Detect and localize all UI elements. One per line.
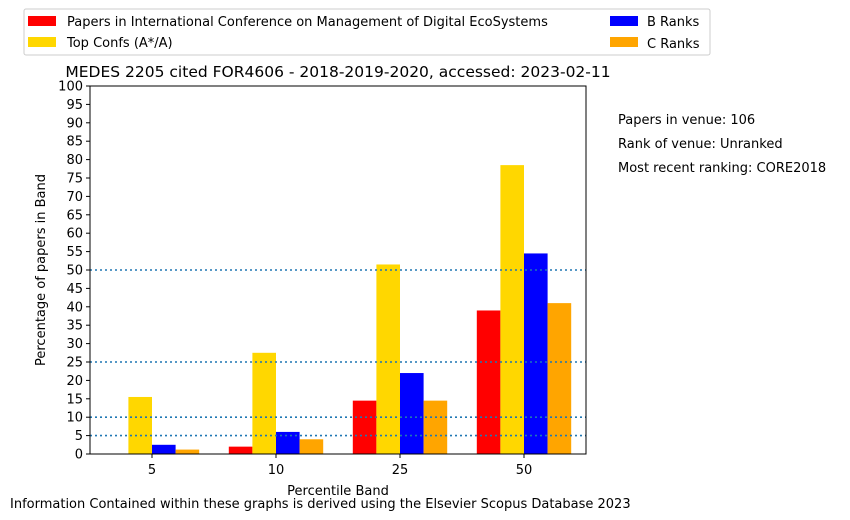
chart-title: MEDES 2205 cited FOR4606 - 2018-2019-202… <box>65 63 610 81</box>
legend-label-top: Top Confs (A*/A) <box>66 36 173 51</box>
y-tick-label: 85 <box>66 135 83 150</box>
legend-label-b: B Ranks <box>647 15 700 30</box>
y-tick-label: 0 <box>75 448 83 463</box>
x-axis-ticks: 5 10 25 50 <box>148 454 532 478</box>
y-tick-label: 80 <box>66 153 83 168</box>
y-axis-ticks: 0 5 10 15 20 25 30 35 40 45 50 55 60 65 70 75 80 85 90 95 10… <box>58 80 90 463</box>
y-tick-label: 25 <box>66 356 83 371</box>
legend-swatch-orange <box>610 37 638 47</box>
y-tick-label: 95 <box>66 98 83 113</box>
legend-label-venue: Papers in International Conference on Ma… <box>67 15 548 30</box>
legend-swatch-yellow <box>28 37 56 47</box>
bar-series0-cat-25 <box>352 400 377 454</box>
y-axis-label: Percentage of papers in Band <box>34 174 49 366</box>
y-tick-label: 40 <box>66 300 83 315</box>
legend: Papers in International Conference on Ma… <box>23 8 711 56</box>
bar-series3-cat-10 <box>299 439 324 454</box>
y-tick-label: 75 <box>66 172 83 187</box>
bar-series0-cat-10 <box>228 446 253 454</box>
y-tick-label: 30 <box>66 337 83 352</box>
note-papers-in-venue: Papers in venue: 106 <box>618 113 755 128</box>
legend-swatch-blue <box>610 16 638 26</box>
y-tick-label: 10 <box>66 411 83 426</box>
x-tick-label: 25 <box>392 463 409 478</box>
y-tick-label: 15 <box>66 392 83 407</box>
note-recent-ranking: Most recent ranking: CORE2018 <box>618 161 826 176</box>
bar-series1-cat-5 <box>128 396 152 454</box>
y-tick-label: 90 <box>66 116 83 131</box>
y-tick-label: 70 <box>66 190 83 205</box>
bar-series1-cat-50 <box>500 165 524 454</box>
y-tick-label: 5 <box>75 429 83 444</box>
y-tick-label: 65 <box>66 208 83 223</box>
bar-series1-cat-25 <box>376 264 400 454</box>
bar-series3-cat-25 <box>423 400 448 454</box>
footer-source: Information Contained within these graph… <box>10 497 631 512</box>
bars <box>128 165 572 454</box>
y-tick-label: 55 <box>66 245 83 260</box>
bar-series0-cat-50 <box>476 310 501 454</box>
y-tick-label: 45 <box>66 282 83 297</box>
plot-area: 0 5 10 15 20 25 30 35 40 45 50 55 60 65 70 75 80 85 90 95 10… <box>58 80 587 478</box>
y-tick-label: 20 <box>66 374 83 389</box>
legend-frame <box>23 8 711 56</box>
x-axis-label: Percentile Band <box>287 484 389 499</box>
note-rank-of-venue: Rank of venue: Unranked <box>618 137 783 152</box>
x-tick-label: 10 <box>268 463 285 478</box>
legend-label-c: C Ranks <box>647 37 700 52</box>
y-tick-label: 100 <box>58 80 83 95</box>
x-tick-label: 5 <box>148 463 156 478</box>
bar-series2-cat-25 <box>400 373 424 454</box>
bar-series1-cat-10 <box>252 352 276 454</box>
bar-series2-cat-10 <box>276 431 300 454</box>
y-tick-label: 60 <box>66 227 83 242</box>
bar-series3-cat-5 <box>175 449 200 454</box>
y-tick-label: 35 <box>66 319 83 334</box>
legend-swatch-red <box>28 16 56 26</box>
x-tick-label: 50 <box>516 463 533 478</box>
bar-series3-cat-50 <box>547 303 572 454</box>
bar-series2-cat-5 <box>152 444 176 454</box>
y-tick-label: 50 <box>66 264 83 279</box>
bar-series2-cat-50 <box>524 253 548 454</box>
